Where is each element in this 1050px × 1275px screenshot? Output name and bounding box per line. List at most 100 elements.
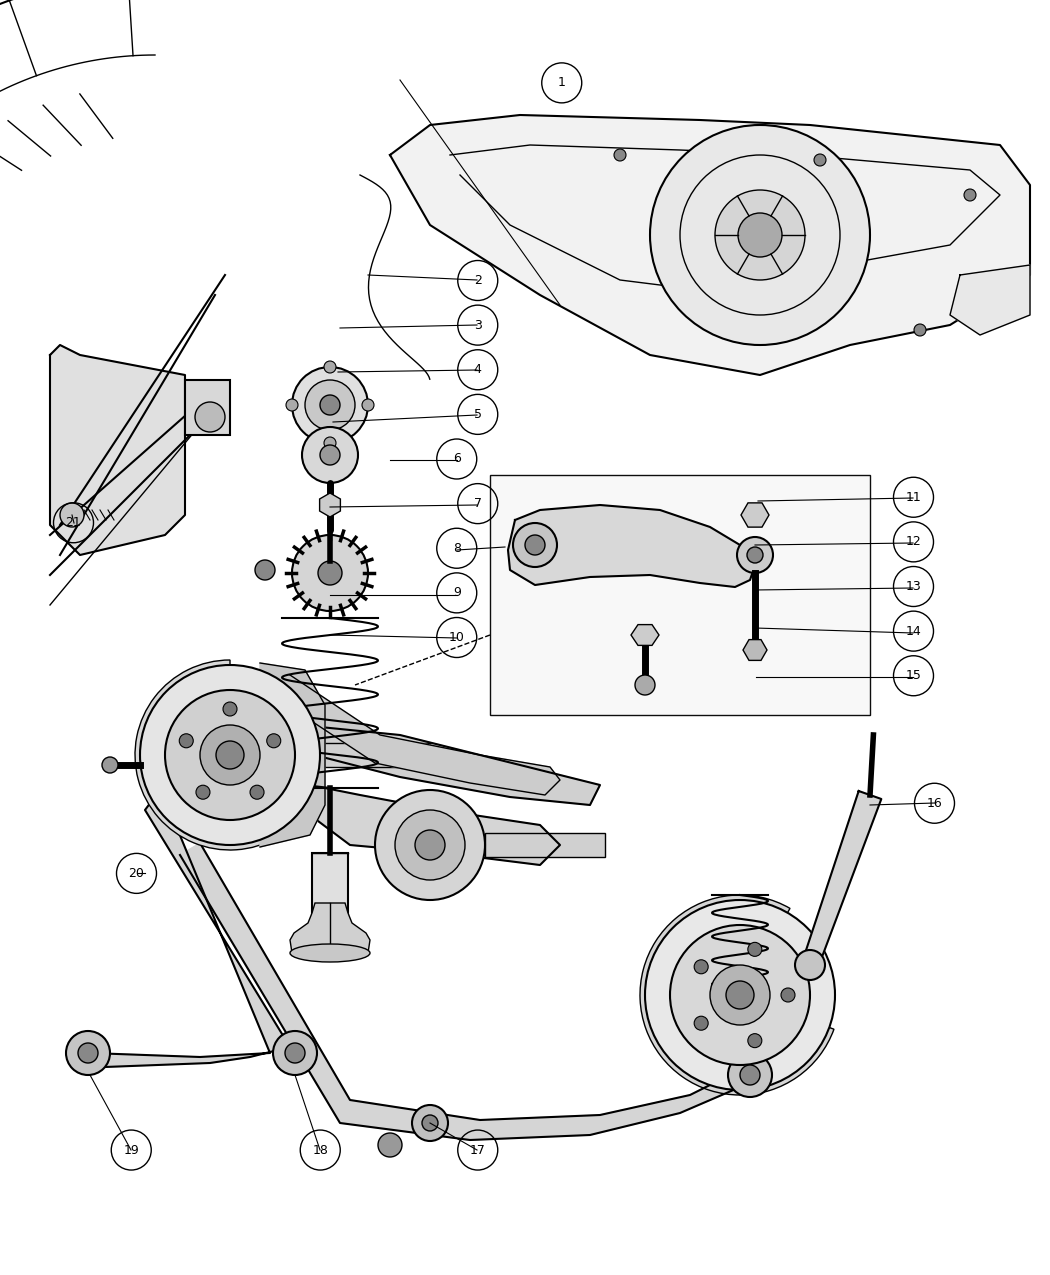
Polygon shape — [802, 790, 881, 968]
Circle shape — [195, 402, 225, 432]
Circle shape — [748, 942, 762, 956]
Circle shape — [250, 785, 264, 799]
Circle shape — [140, 666, 320, 845]
Text: 9: 9 — [453, 586, 461, 599]
Circle shape — [738, 213, 782, 258]
Polygon shape — [631, 625, 659, 645]
Circle shape — [78, 1043, 98, 1063]
Circle shape — [635, 674, 655, 695]
Text: 4: 4 — [474, 363, 482, 376]
Circle shape — [165, 690, 295, 820]
Polygon shape — [508, 505, 755, 586]
Polygon shape — [180, 843, 750, 1140]
Text: 5: 5 — [474, 408, 482, 421]
Circle shape — [737, 537, 773, 572]
Polygon shape — [390, 115, 1030, 375]
Polygon shape — [743, 640, 766, 660]
Text: 21: 21 — [65, 516, 82, 529]
Text: 10: 10 — [448, 631, 465, 644]
Circle shape — [694, 960, 708, 974]
Circle shape — [378, 1133, 402, 1156]
Circle shape — [60, 504, 84, 527]
Circle shape — [395, 810, 465, 880]
Wedge shape — [640, 895, 834, 1095]
Circle shape — [795, 950, 825, 980]
Text: 2: 2 — [474, 274, 482, 287]
Polygon shape — [950, 265, 1030, 335]
Circle shape — [180, 734, 193, 747]
Bar — [312, 853, 348, 918]
Circle shape — [292, 367, 368, 442]
Circle shape — [422, 1116, 438, 1131]
Circle shape — [285, 1043, 304, 1063]
Text: 11: 11 — [905, 491, 922, 504]
Circle shape — [223, 703, 237, 717]
Circle shape — [748, 1034, 762, 1048]
Circle shape — [267, 734, 280, 747]
Polygon shape — [75, 775, 290, 1067]
Circle shape — [412, 1105, 448, 1141]
Text: 13: 13 — [905, 580, 922, 593]
Bar — [185, 380, 230, 435]
Text: 3: 3 — [474, 319, 482, 332]
Circle shape — [670, 924, 810, 1065]
Polygon shape — [50, 346, 185, 555]
Circle shape — [302, 427, 358, 483]
Circle shape — [740, 1065, 760, 1085]
Text: 8: 8 — [453, 542, 461, 555]
Circle shape — [694, 1016, 708, 1030]
Text: 12: 12 — [905, 536, 922, 548]
Text: 14: 14 — [905, 625, 922, 638]
Circle shape — [715, 190, 805, 280]
Text: 6: 6 — [453, 453, 461, 465]
Circle shape — [964, 189, 977, 201]
Circle shape — [415, 830, 445, 861]
Circle shape — [726, 980, 754, 1009]
Circle shape — [650, 125, 870, 346]
Text: 1: 1 — [558, 76, 566, 89]
Circle shape — [324, 361, 336, 374]
Circle shape — [304, 380, 355, 430]
Polygon shape — [310, 785, 560, 864]
Circle shape — [320, 395, 340, 414]
Circle shape — [645, 900, 835, 1090]
Polygon shape — [319, 493, 340, 516]
Circle shape — [318, 561, 342, 585]
Polygon shape — [275, 674, 560, 796]
Bar — [320, 743, 430, 768]
Text: 20: 20 — [128, 867, 145, 880]
Wedge shape — [135, 660, 277, 850]
Circle shape — [914, 324, 926, 337]
Polygon shape — [295, 725, 600, 805]
Circle shape — [710, 965, 770, 1025]
Circle shape — [362, 399, 374, 411]
Circle shape — [273, 1031, 317, 1075]
Circle shape — [255, 560, 275, 580]
Circle shape — [513, 523, 557, 567]
Polygon shape — [741, 502, 769, 527]
Text: 18: 18 — [312, 1144, 329, 1156]
Circle shape — [814, 154, 826, 166]
Circle shape — [747, 547, 763, 564]
Text: 7: 7 — [474, 497, 482, 510]
Circle shape — [286, 399, 298, 411]
Circle shape — [728, 1053, 772, 1096]
Circle shape — [102, 757, 118, 773]
Circle shape — [66, 1031, 110, 1075]
Text: 15: 15 — [905, 669, 922, 682]
Text: 19: 19 — [124, 1144, 139, 1156]
Polygon shape — [290, 903, 370, 952]
Ellipse shape — [290, 944, 370, 963]
Circle shape — [525, 536, 545, 555]
Circle shape — [375, 790, 485, 900]
Circle shape — [324, 437, 336, 449]
Bar — [485, 833, 605, 857]
Circle shape — [216, 741, 244, 769]
Circle shape — [614, 149, 626, 161]
Text: 16: 16 — [926, 797, 943, 810]
Circle shape — [781, 988, 795, 1002]
Polygon shape — [260, 663, 326, 847]
Text: 17: 17 — [469, 1144, 486, 1156]
Bar — [490, 476, 870, 715]
Circle shape — [292, 536, 368, 611]
